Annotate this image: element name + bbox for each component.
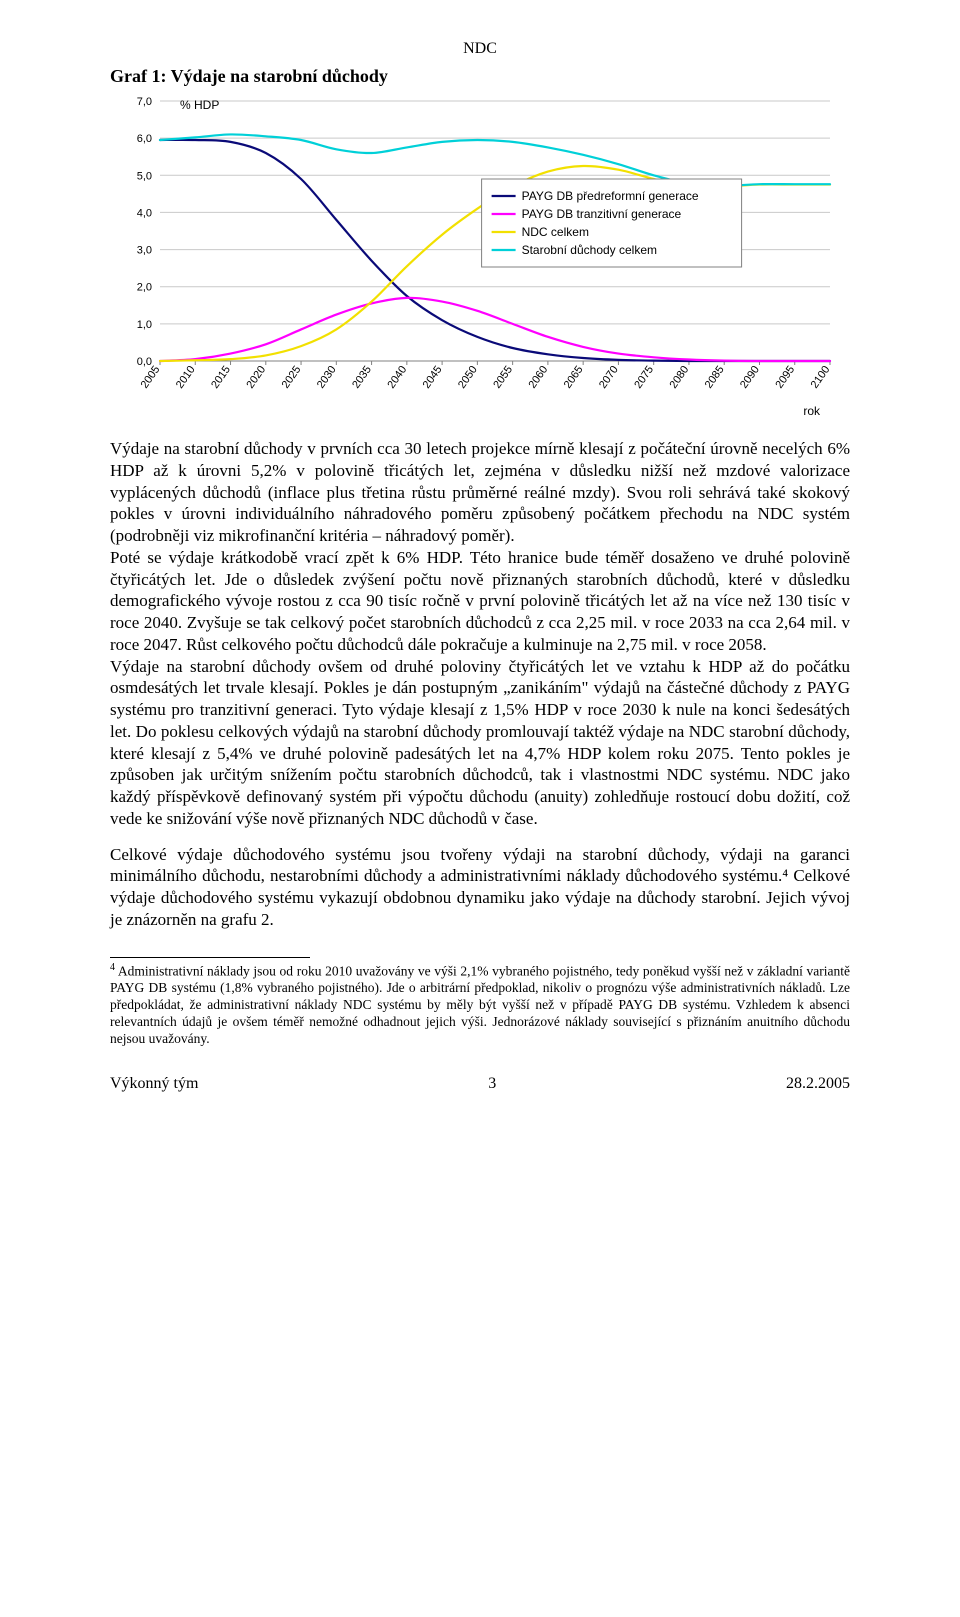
chart-graf-1: 0,01,02,03,04,05,06,07,02005201020152020… bbox=[110, 91, 850, 426]
paragraph-3: Výdaje na starobní důchody ovšem od druh… bbox=[110, 656, 850, 830]
footer-date: 28.2.2005 bbox=[786, 1075, 850, 1093]
footer-page-number: 3 bbox=[488, 1075, 496, 1093]
footnote-separator bbox=[110, 957, 310, 958]
footnote-text: Administrativní náklady jsou od roku 201… bbox=[110, 963, 850, 1046]
paragraph-1: Výdaje na starobní důchody v prvních cca… bbox=[110, 438, 850, 547]
body-text: Výdaje na starobní důchody v prvních cca… bbox=[110, 438, 850, 931]
chart-title: Graf 1: Výdaje na starobní důchody bbox=[110, 66, 850, 87]
chart-svg: 0,01,02,03,04,05,06,07,02005201020152020… bbox=[110, 91, 850, 421]
footnote-marker: 4 bbox=[110, 962, 115, 973]
footer-left: Výkonný tým bbox=[110, 1075, 198, 1093]
svg-text:2,0: 2,0 bbox=[137, 282, 152, 294]
svg-text:NDC celkem: NDC celkem bbox=[522, 225, 589, 239]
svg-text:4,0: 4,0 bbox=[137, 207, 152, 219]
svg-text:PAYG DB tranzitivní generace: PAYG DB tranzitivní generace bbox=[522, 207, 682, 221]
svg-text:3,0: 3,0 bbox=[137, 245, 152, 257]
page-footer: Výkonný tým 3 28.2.2005 bbox=[110, 1075, 850, 1093]
svg-text:Starobní důchody celkem: Starobní důchody celkem bbox=[522, 243, 657, 257]
svg-text:0,0: 0,0 bbox=[137, 356, 152, 368]
svg-text:6,0: 6,0 bbox=[137, 133, 152, 145]
footnote-4: 4 Administrativní náklady jsou od roku 2… bbox=[110, 962, 850, 1048]
svg-text:rok: rok bbox=[803, 404, 821, 418]
svg-text:7,0: 7,0 bbox=[137, 96, 152, 108]
paragraph-4: Celkové výdaje důchodového systému jsou … bbox=[110, 844, 850, 931]
paragraph-2: Poté se výdaje krátkodobě vrací zpět k 6… bbox=[110, 547, 850, 656]
svg-text:5,0: 5,0 bbox=[137, 170, 152, 182]
svg-text:1,0: 1,0 bbox=[137, 319, 152, 331]
svg-text:PAYG DB předreformní generace: PAYG DB předreformní generace bbox=[522, 189, 699, 203]
page-running-header: NDC bbox=[110, 40, 850, 58]
svg-text:% HDP: % HDP bbox=[180, 98, 219, 112]
